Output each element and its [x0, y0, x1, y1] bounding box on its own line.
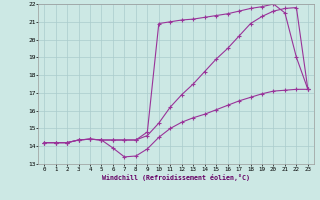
X-axis label: Windchill (Refroidissement éolien,°C): Windchill (Refroidissement éolien,°C) [102, 174, 250, 181]
